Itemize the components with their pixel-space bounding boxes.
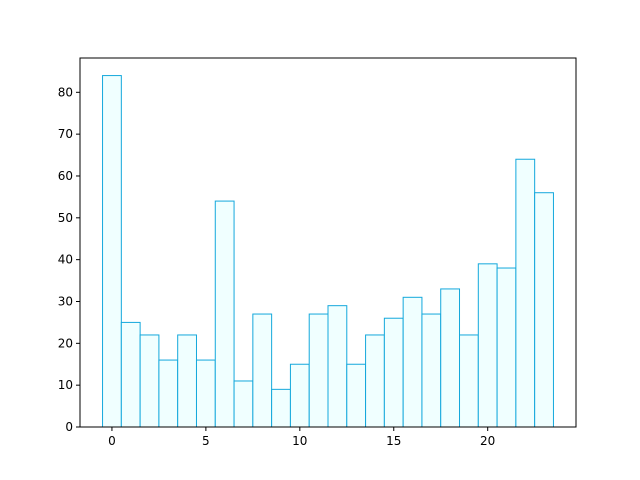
bar	[214, 200, 235, 428]
bar	[271, 388, 291, 428]
bar	[289, 363, 310, 428]
bar	[402, 296, 423, 428]
bar	[440, 288, 461, 428]
x-tick-label: 20	[480, 434, 495, 448]
y-tick-label: 30	[58, 294, 73, 308]
bar	[252, 313, 273, 428]
bar	[327, 305, 348, 428]
bar	[534, 192, 554, 428]
x-tick-label: 5	[202, 434, 210, 448]
plot-frame	[79, 57, 577, 428]
bar	[177, 334, 197, 428]
bar	[102, 75, 122, 428]
y-tick-label: 20	[58, 336, 73, 350]
bar	[459, 334, 479, 428]
y-tick-label: 70	[58, 127, 73, 141]
bar	[346, 363, 367, 428]
x-tick-label: 0	[108, 434, 116, 448]
y-tick-label: 10	[58, 378, 73, 392]
y-tick-label: 50	[58, 211, 73, 225]
bar	[308, 313, 329, 428]
x-tick-label: 15	[386, 434, 401, 448]
bar	[496, 267, 517, 428]
bar	[477, 263, 498, 428]
y-tick-label: 40	[58, 253, 73, 267]
y-tick-label: 60	[58, 169, 73, 183]
bar	[365, 334, 385, 428]
y-tick-label: 0	[65, 420, 73, 434]
bar	[120, 321, 141, 428]
bar	[383, 317, 404, 428]
bar	[195, 359, 216, 428]
bar	[421, 313, 442, 428]
bar	[233, 380, 254, 428]
bar	[139, 334, 160, 428]
bar	[515, 158, 536, 428]
y-tick-label: 80	[58, 85, 73, 99]
bar	[158, 359, 179, 428]
x-tick-label: 10	[292, 434, 307, 448]
